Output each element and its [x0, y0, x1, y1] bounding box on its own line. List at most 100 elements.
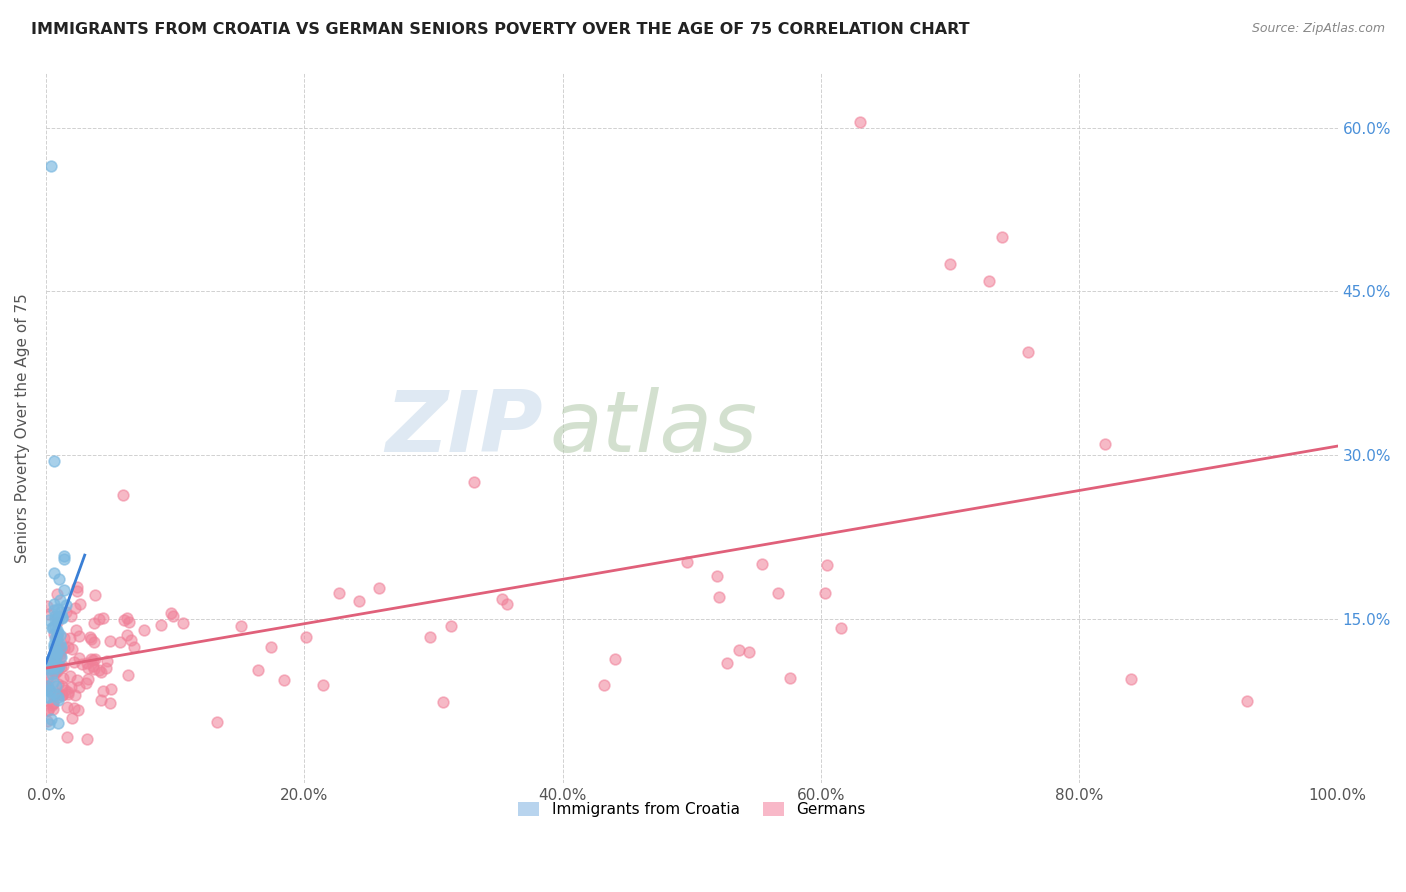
- Point: [675, 555, 697, 569]
- Point: [49, 628, 72, 642]
- Point: [42, 648, 65, 663]
- Point: [82, 659, 104, 673]
- Point: [51, 689, 73, 703]
- Point: [779, 671, 801, 685]
- Point: [91, 684, 114, 698]
- Point: [817, 558, 839, 572]
- Point: [69, 597, 91, 611]
- Point: [44, 687, 66, 701]
- Point: [96, 654, 118, 668]
- Point: [295, 630, 318, 644]
- Point: [42, 649, 65, 664]
- Point: [44, 657, 66, 672]
- Point: [49, 641, 72, 656]
- Point: [55, 599, 77, 613]
- Point: [90, 665, 112, 679]
- Point: [49, 640, 72, 655]
- Legend: Immigrants from Croatia, Germans: Immigrants from Croatia, Germans: [510, 795, 873, 825]
- Point: [37, 681, 59, 695]
- Point: [49, 648, 72, 662]
- Point: [45, 644, 67, 658]
- Point: [59, 680, 82, 694]
- Point: [247, 664, 270, 678]
- Point: [66, 584, 89, 599]
- Point: [41, 698, 63, 712]
- Point: [66, 673, 89, 687]
- Point: [37, 714, 59, 728]
- Point: [41, 649, 63, 664]
- Point: [44, 653, 66, 667]
- Point: [59, 669, 82, 683]
- Point: [98, 697, 121, 711]
- Point: [53, 682, 76, 697]
- Point: [45, 647, 67, 661]
- Point: [46, 693, 69, 707]
- Point: [37, 599, 59, 614]
- Point: [709, 590, 731, 604]
- Point: [59, 631, 82, 645]
- Point: [38, 717, 60, 731]
- Point: [66, 703, 89, 717]
- Point: [45, 632, 67, 647]
- Point: [848, 115, 870, 129]
- Point: [46, 615, 69, 629]
- Point: [37, 671, 59, 685]
- Point: [93, 611, 115, 625]
- Point: [67, 650, 90, 665]
- Point: [90, 693, 112, 707]
- Point: [111, 488, 134, 502]
- Point: [63, 656, 86, 670]
- Point: [42, 659, 65, 673]
- Point: [80, 632, 103, 646]
- Point: [53, 640, 76, 655]
- Point: [46, 601, 69, 615]
- Point: [56, 685, 79, 699]
- Point: [48, 610, 70, 624]
- Point: [44, 612, 66, 626]
- Point: [66, 580, 89, 594]
- Point: [83, 635, 105, 649]
- Point: [44, 620, 66, 634]
- Point: [42, 696, 65, 710]
- Point: [56, 700, 79, 714]
- Point: [53, 582, 76, 597]
- Point: [432, 695, 454, 709]
- Point: [63, 601, 86, 615]
- Point: [496, 597, 519, 611]
- Point: [46, 677, 69, 691]
- Point: [38, 659, 60, 673]
- Point: [41, 667, 63, 681]
- Point: [117, 667, 139, 681]
- Point: [42, 661, 65, 675]
- Point: [311, 678, 333, 692]
- Point: [115, 611, 138, 625]
- Point: [44, 664, 66, 678]
- Point: [67, 629, 90, 643]
- Point: [48, 687, 70, 701]
- Point: [51, 688, 73, 702]
- Point: [37, 655, 59, 669]
- Text: ZIP: ZIP: [385, 386, 543, 469]
- Point: [49, 637, 72, 651]
- Point: [419, 630, 441, 644]
- Point: [162, 608, 184, 623]
- Point: [603, 652, 626, 666]
- Point: [45, 679, 67, 693]
- Point: [52, 671, 75, 685]
- Point: [55, 605, 77, 619]
- Point: [738, 645, 761, 659]
- Point: [56, 688, 79, 702]
- Point: [37, 607, 59, 621]
- Point: [132, 623, 155, 637]
- Point: [44, 631, 66, 645]
- Point: [939, 257, 962, 271]
- Point: [38, 683, 60, 698]
- Point: [82, 653, 104, 667]
- Point: [48, 592, 70, 607]
- Point: [76, 732, 98, 747]
- Point: [83, 615, 105, 630]
- Point: [42, 640, 65, 654]
- Point: [44, 645, 66, 659]
- Point: [37, 659, 59, 673]
- Point: [115, 628, 138, 642]
